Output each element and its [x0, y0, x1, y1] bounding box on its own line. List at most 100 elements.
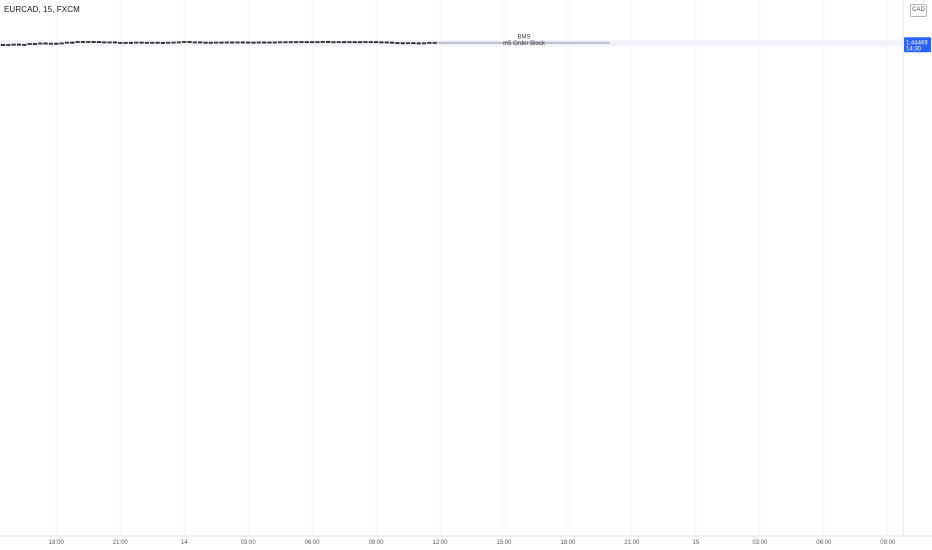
time-tick-label: 15 [693, 540, 700, 546]
candle-up [144, 41, 150, 44]
candle-down [203, 41, 208, 44]
candle-down [304, 41, 309, 44]
candle-up [27, 43, 32, 45]
candle-down [326, 41, 331, 43]
time-tick-label: 18:00 [49, 540, 65, 546]
candle-down [416, 42, 421, 45]
candle-down [373, 41, 379, 44]
candle-down [16, 43, 22, 46]
candle-up [224, 41, 229, 44]
candle-up [214, 41, 219, 44]
candle-down [310, 41, 315, 44]
candle-down [246, 41, 251, 44]
candle-down [262, 41, 267, 44]
candle-down [160, 41, 165, 44]
time-tick-label: 18:00 [560, 540, 576, 546]
candle-down [395, 42, 400, 45]
candle-down [384, 41, 389, 44]
candle-up [283, 41, 288, 44]
candle-up [421, 42, 427, 45]
time-tick-label: 09:00 [369, 540, 385, 546]
candle-down [43, 42, 48, 45]
candle-up [256, 41, 261, 44]
candle-up [235, 41, 240, 44]
candle-down [187, 41, 192, 43]
candle-up [347, 41, 352, 44]
candle-up [11, 43, 16, 46]
time-tick-label: 03:00 [241, 540, 257, 546]
candle-up [294, 41, 299, 44]
candle-up [75, 41, 80, 43]
bms-target-zone[interactable] [438, 41, 610, 43]
candle-up [405, 42, 411, 45]
candle-down [70, 41, 75, 44]
candle-down [128, 41, 134, 44]
candle-down [267, 41, 272, 44]
candle-up [288, 41, 293, 44]
candle-up [432, 41, 437, 44]
candle-down [352, 41, 357, 44]
candle-down [54, 42, 59, 45]
grid [0, 0, 903, 536]
candle-down [102, 41, 107, 44]
candles [0, 41, 437, 46]
time-tick-label: 06:00 [816, 540, 832, 546]
candle-up [182, 41, 187, 43]
candle-up [278, 41, 283, 44]
symbol-label[interactable]: EURCAD, 15, FXCM [4, 5, 80, 14]
candle-up [331, 41, 336, 44]
candle-down [411, 42, 416, 45]
candle-down [368, 41, 373, 44]
candle-up [299, 41, 304, 44]
candle-up [38, 42, 43, 45]
candle-up [208, 41, 213, 44]
time-tick-label: 15:00 [497, 540, 513, 546]
candle-up [192, 41, 197, 44]
candle-down [0, 44, 6, 46]
candle-up [64, 41, 70, 44]
time-axis[interactable]: 18:00 21:00 14 03:00 06:00 09:00 12:00 15:00 18:… [49, 540, 896, 546]
candle-up [48, 42, 54, 45]
candle-up [107, 41, 112, 44]
candle-down [230, 41, 235, 44]
time-tick-label: 21:00 [624, 540, 640, 546]
candle-up [150, 41, 155, 44]
candle-down [80, 41, 86, 43]
candle-down [91, 41, 96, 43]
candle-down [240, 41, 245, 44]
candle-down [342, 41, 347, 44]
candle-down [96, 41, 102, 43]
candle-up [6, 44, 11, 46]
candle-down [198, 41, 203, 44]
candle-up [427, 41, 432, 44]
candle-up [22, 43, 27, 46]
candle-up [315, 41, 320, 44]
candle-down [32, 43, 38, 45]
candle-down [400, 42, 405, 45]
candle-down [358, 41, 363, 44]
candle-up [123, 41, 128, 44]
candle-down [139, 41, 144, 44]
price-tag-background [904, 38, 931, 53]
order-block-label: m5 Order Block [503, 41, 546, 47]
bar-countdown: 14:30 [906, 46, 922, 52]
candle-up [171, 41, 176, 44]
candle-up [134, 41, 139, 44]
time-tick-label: 06:00 [305, 540, 321, 546]
candle-down [112, 41, 118, 44]
time-tick-label: 12:00 [433, 540, 449, 546]
candle-up [86, 41, 91, 43]
candle-up [363, 41, 368, 44]
candle-up [118, 42, 123, 44]
currency-button[interactable]: CAD [910, 4, 927, 17]
time-tick-label: 14 [181, 540, 188, 546]
time-tick-label: 03:00 [752, 540, 768, 546]
time-tick-label: 09:00 [880, 540, 896, 546]
candle-up [166, 41, 171, 44]
candle-up [336, 41, 341, 44]
candle-down [219, 41, 224, 44]
